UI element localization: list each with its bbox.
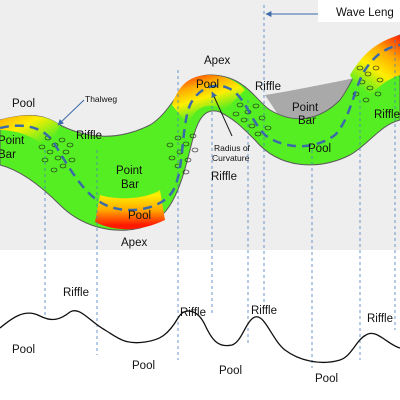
radius-arrow	[211, 91, 233, 137]
profile-pool-label-4: Pool	[315, 373, 338, 385]
thalweg-line	[0, 43, 400, 212]
point-bar-label-3-line1: Point	[292, 102, 319, 114]
point-bar-label-2-line1: Point	[116, 165, 143, 177]
apex-label-bottom: Apex	[121, 237, 147, 249]
apex-label-top: Apex	[204, 55, 230, 67]
profile-pool-label-1: Pool	[12, 344, 35, 356]
point-bar-label-1-line2: Bar	[0, 149, 16, 161]
profile-riffle-label-1: Riffle	[63, 287, 89, 299]
profile-pool-label-2: Pool	[132, 360, 155, 372]
profile-pool-label-3: Pool	[219, 365, 242, 377]
point-bar-label-3-line2: Bar	[298, 115, 316, 127]
guide-lines	[44, 5, 396, 368]
pool-label-3: Pool	[196, 79, 219, 91]
radius-label-line2: Curvature	[212, 153, 250, 163]
profile-riffle-label-2: Riffle	[180, 307, 206, 319]
riffle-label-1: Riffle	[76, 130, 102, 142]
point-bar-label-1-line1: Point	[0, 135, 25, 147]
profile-riffle-label-4: Riffle	[367, 313, 393, 325]
thalweg-pointer	[57, 99, 85, 126]
point-bar-label-2-line2: Bar	[121, 179, 139, 191]
radius-label-line1: Radius of	[214, 143, 251, 153]
wave-length-label: Wave Leng	[336, 7, 394, 19]
pool-zone-1	[0, 115, 60, 150]
wave-length-label-box	[318, 0, 400, 22]
pool-label-4: Pool	[308, 143, 331, 155]
bed-profile-line	[0, 310, 400, 364]
pool-label-1: Pool	[12, 98, 35, 110]
riffle-label-4: Riffle	[374, 109, 400, 121]
thalweg-label: Thalweg	[85, 94, 117, 104]
pool-label-2: Pool	[128, 210, 151, 222]
profile-riffle-label-3: Riffle	[251, 305, 277, 317]
riffle-label-2: Riffle	[211, 171, 237, 183]
riffle-label-3: Riffle	[255, 81, 281, 93]
